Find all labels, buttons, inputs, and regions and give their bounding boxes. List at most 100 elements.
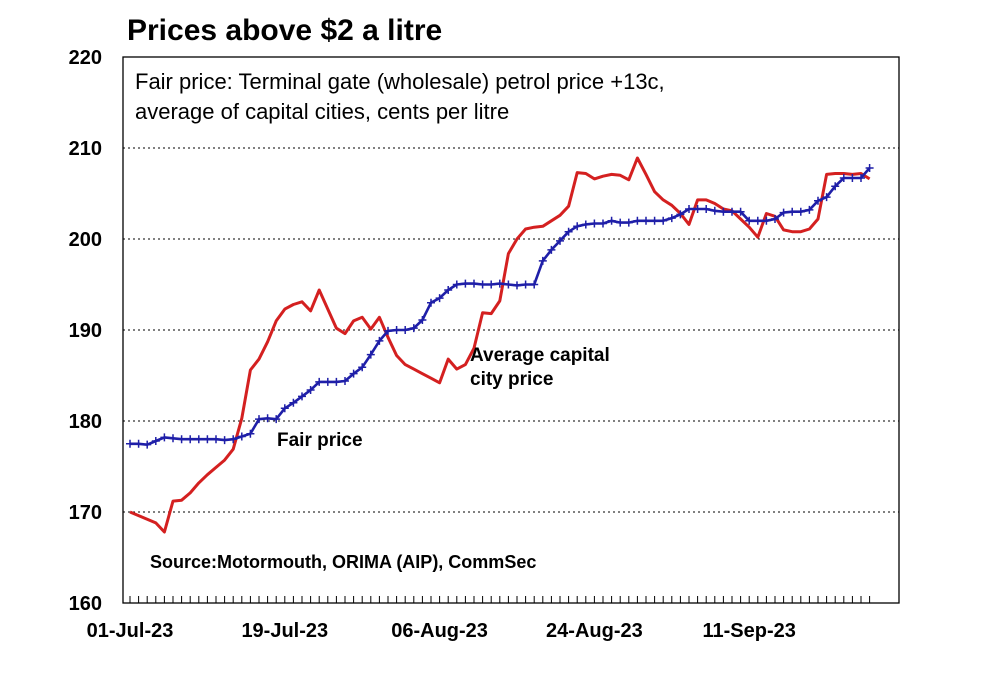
y-tick-label: 180 (69, 411, 102, 433)
chart-note-line-1: Fair price: Terminal gate (wholesale) pe… (135, 69, 665, 94)
fair-price-point (203, 435, 212, 444)
fair-price-point (865, 164, 874, 173)
fair-price-point (573, 222, 582, 231)
fair-price-point (616, 218, 625, 227)
fair-price-point (186, 435, 195, 444)
fair-price-point (349, 369, 358, 378)
y-tick-label: 200 (69, 229, 102, 251)
fair-price-point (779, 208, 788, 217)
fair-price-point (753, 216, 762, 225)
fair-price-point (306, 386, 315, 395)
chart-source: Source:Motormouth, ORIMA (AIP), CommSec (150, 552, 536, 572)
chart-note-line-2: average of capital cities, cents per lit… (135, 99, 509, 124)
fair-price-point (556, 236, 564, 245)
fair-price-point (263, 414, 272, 423)
y-tick-label: 210 (69, 138, 102, 160)
fair-price-point (332, 377, 341, 386)
fair-price-point (444, 285, 453, 294)
fair-price-point (461, 279, 470, 288)
fair-price-point (745, 216, 754, 225)
x-tick-label: 06-Aug-23 (391, 620, 488, 642)
fair-price-point (358, 363, 367, 372)
fair-price-point (693, 204, 702, 213)
fair-price-point (470, 279, 478, 288)
fair-price-point (255, 415, 263, 424)
fair-price-point (839, 174, 848, 183)
fair-price-point (719, 207, 728, 216)
fair-price-point (642, 216, 650, 225)
x-tick-label: 19-Jul-23 (241, 620, 328, 642)
fair-price-point (590, 219, 599, 228)
fair-price-point (151, 437, 160, 446)
fair-price-point (513, 281, 521, 290)
annotation-fair-price: Fair price (277, 430, 363, 451)
fair-price-point (814, 196, 822, 205)
fair-price-point (848, 174, 857, 183)
y-tick-label: 190 (69, 320, 102, 342)
annotation-average-line-2: city price (470, 369, 553, 390)
fair-price-point (409, 324, 418, 333)
fair-price-point (435, 294, 444, 303)
fair-price-point (315, 377, 324, 386)
fair-price-point (427, 298, 435, 307)
fair-price-point (650, 216, 659, 225)
fair-price-point (857, 174, 865, 183)
fair-price-point (220, 436, 229, 445)
gridlines (123, 147, 899, 513)
fair-price-point (659, 216, 668, 225)
fair-price-point (624, 218, 633, 227)
fair-price-point (194, 435, 203, 444)
fair-price-point (547, 245, 556, 254)
fair-price-point (788, 207, 797, 216)
fair-price-point (280, 404, 289, 413)
annotation-average-line-1: Average capital (470, 345, 610, 366)
fair-price-point (805, 205, 814, 214)
fair-price-point (710, 206, 719, 215)
fair-price-point (495, 279, 504, 288)
fair-price-point (796, 207, 805, 216)
fair-price-point (237, 432, 246, 441)
fair-price-point (375, 336, 384, 345)
fair-price-point (392, 326, 401, 334)
fair-price-point (246, 429, 255, 438)
fair-price-point (177, 435, 186, 444)
fair-price-point (143, 440, 152, 449)
fair-price-point (599, 219, 607, 228)
fair-price-point (581, 220, 590, 229)
x-axis-tick-labels: 01-Jul-23 19-Jul-23 06-Aug-23 24-Aug-23 11-S… (87, 620, 796, 642)
chart-title: Prices above $2 a litre (127, 14, 442, 47)
fair-price-point (564, 227, 573, 236)
fair-price-point (452, 280, 461, 289)
fair-price-point (289, 398, 298, 407)
series-layer (126, 156, 874, 534)
fair-price-point (160, 433, 169, 442)
x-axis-minor-ticks (129, 596, 871, 603)
fair-price-point (487, 280, 496, 289)
fair-price-point (728, 207, 736, 216)
fair-price-point (229, 435, 238, 444)
y-tick-label: 220 (69, 47, 102, 69)
fair-price-point (323, 377, 332, 386)
fair-price-point (366, 350, 375, 359)
fair-price-point (736, 207, 745, 216)
series-line-average-capital-city-price (129, 156, 871, 534)
fair-price-point (298, 392, 306, 401)
fair-price-point (212, 435, 220, 444)
fair-price-point (504, 280, 513, 289)
fair-price-point (762, 216, 771, 225)
fair-price-point (341, 376, 349, 385)
fair-price-point (272, 415, 281, 424)
fair-price-point (538, 256, 547, 265)
x-tick-label: 24-Aug-23 (546, 620, 643, 642)
fair-price-point (521, 280, 530, 289)
y-axis-ticks: 160 170 180 190 200 210 220 (69, 47, 102, 615)
fair-price-point (667, 214, 676, 223)
series-line-fair-price (130, 167, 871, 447)
x-tick-label: 01-Jul-23 (87, 620, 174, 642)
fair-price-point (685, 204, 693, 213)
y-tick-label: 170 (69, 502, 102, 524)
x-tick-label: 11-Sep-23 (703, 620, 796, 642)
fair-price-point (418, 315, 427, 324)
fair-price-point (478, 280, 487, 289)
